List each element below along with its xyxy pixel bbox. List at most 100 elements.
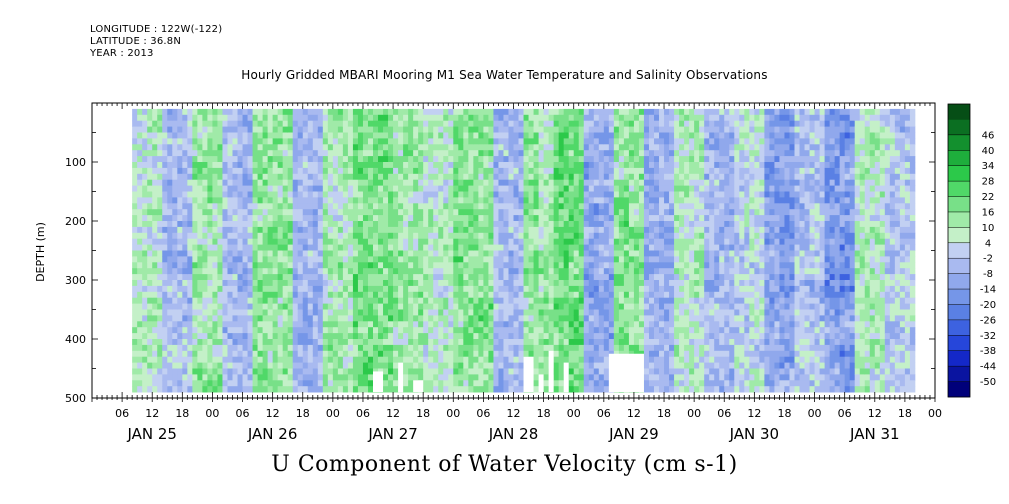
heatmap-cell xyxy=(453,150,459,157)
heatmap-cell xyxy=(498,374,504,381)
heatmap-cell xyxy=(528,262,534,269)
heatmap-cell xyxy=(403,321,409,328)
heatmap-cell xyxy=(613,209,620,216)
heatmap-cell xyxy=(192,126,198,133)
heatmap-cell xyxy=(383,156,389,163)
heatmap-cell xyxy=(192,380,198,387)
heatmap-cell xyxy=(157,173,163,181)
heatmap-cell xyxy=(157,380,163,387)
heatmap-cell xyxy=(598,315,605,322)
heatmap-cell xyxy=(142,315,148,322)
heatmap-cell xyxy=(227,380,233,387)
heatmap-cell xyxy=(398,197,404,204)
heatmap-cell xyxy=(508,268,514,275)
heatmap-cell xyxy=(408,114,414,122)
heatmap-cell xyxy=(232,380,238,387)
heatmap-cell xyxy=(553,108,560,116)
heatmap-cell xyxy=(322,297,329,304)
heatmap-cell xyxy=(498,362,504,369)
heatmap-cell xyxy=(132,226,138,234)
heatmap-cell xyxy=(423,150,429,157)
heatmap-cell xyxy=(367,162,374,169)
heatmap-cell xyxy=(142,226,148,234)
heatmap-cell xyxy=(463,291,469,299)
heatmap-cell xyxy=(252,344,258,352)
heatmap-cell xyxy=(408,356,414,363)
heatmap-cell xyxy=(483,144,489,151)
heatmap-cell xyxy=(157,203,163,210)
heatmap-cell xyxy=(227,262,233,269)
heatmap-cell xyxy=(247,327,253,334)
heatmap-cell xyxy=(498,191,504,198)
heatmap-cell xyxy=(197,386,203,393)
heatmap-cell xyxy=(553,162,560,169)
heatmap-cell xyxy=(337,321,344,328)
heatmap-cell xyxy=(643,120,650,127)
heatmap-cell xyxy=(322,339,329,346)
heatmap-cell xyxy=(613,126,620,133)
heatmap-cell xyxy=(613,226,620,234)
heatmap-cell xyxy=(613,162,620,169)
heatmap-cell xyxy=(623,280,630,287)
heatmap-cell xyxy=(578,321,585,328)
heatmap-cell xyxy=(192,238,198,245)
heatmap-cell xyxy=(267,362,274,369)
heatmap-cell xyxy=(473,268,479,275)
heatmap-cell xyxy=(603,309,610,316)
heatmap-cell xyxy=(563,356,570,363)
heatmap-cell xyxy=(393,114,399,122)
heatmap-cell xyxy=(152,138,158,145)
heatmap-cell xyxy=(302,250,309,257)
heatmap-cell xyxy=(242,368,248,375)
heatmap-cell xyxy=(513,203,519,210)
heatmap-cell xyxy=(242,374,248,381)
heatmap-cell xyxy=(648,303,655,310)
heatmap-cell xyxy=(413,356,419,363)
heatmap-cell xyxy=(307,250,314,257)
heatmap-cell xyxy=(282,362,289,369)
heatmap-cell xyxy=(558,274,565,281)
heatmap-cell xyxy=(362,327,369,334)
heatmap-cell xyxy=(398,297,404,304)
heatmap-cell xyxy=(638,185,645,192)
heatmap-cell xyxy=(443,185,449,192)
heatmap-cell xyxy=(357,114,364,122)
heatmap-cell xyxy=(192,179,198,186)
heatmap-cell xyxy=(157,350,163,358)
heatmap-cell xyxy=(583,191,590,198)
heatmap-cell xyxy=(152,108,158,116)
heatmap-cell xyxy=(643,185,650,192)
heatmap-cell xyxy=(162,132,168,139)
heatmap-cell xyxy=(217,339,223,346)
heatmap-cell xyxy=(493,350,499,358)
heatmap-cell xyxy=(618,262,625,269)
heatmap-cell xyxy=(222,126,228,133)
heatmap-cell xyxy=(252,350,258,358)
heatmap-cell xyxy=(528,232,534,240)
heatmap-cell xyxy=(212,144,218,151)
heatmap-cell xyxy=(237,262,243,269)
heatmap-cell xyxy=(578,215,585,222)
heatmap-cell xyxy=(428,274,434,281)
heatmap-cell xyxy=(563,321,570,328)
heatmap-cell xyxy=(373,150,379,157)
heatmap-cell xyxy=(327,256,334,263)
heatmap-cell xyxy=(142,303,148,310)
heatmap-cell xyxy=(418,309,424,316)
heatmap-cell xyxy=(443,297,449,304)
heatmap-cell xyxy=(603,244,610,251)
heatmap-cell xyxy=(478,268,484,275)
heatmap-cell xyxy=(643,368,650,375)
heatmap-cell xyxy=(523,303,529,310)
heatmap-cell xyxy=(523,350,529,358)
heatmap-cell xyxy=(187,315,193,322)
heatmap-cell xyxy=(282,132,289,139)
heatmap-cell xyxy=(147,274,153,281)
heatmap-cell xyxy=(403,138,409,145)
heatmap-cell xyxy=(603,250,610,257)
heatmap-cell xyxy=(593,173,600,181)
heatmap-cell xyxy=(623,232,630,240)
heatmap-cell xyxy=(187,250,193,257)
heatmap-cell xyxy=(578,368,585,375)
heatmap-cell xyxy=(393,262,399,269)
